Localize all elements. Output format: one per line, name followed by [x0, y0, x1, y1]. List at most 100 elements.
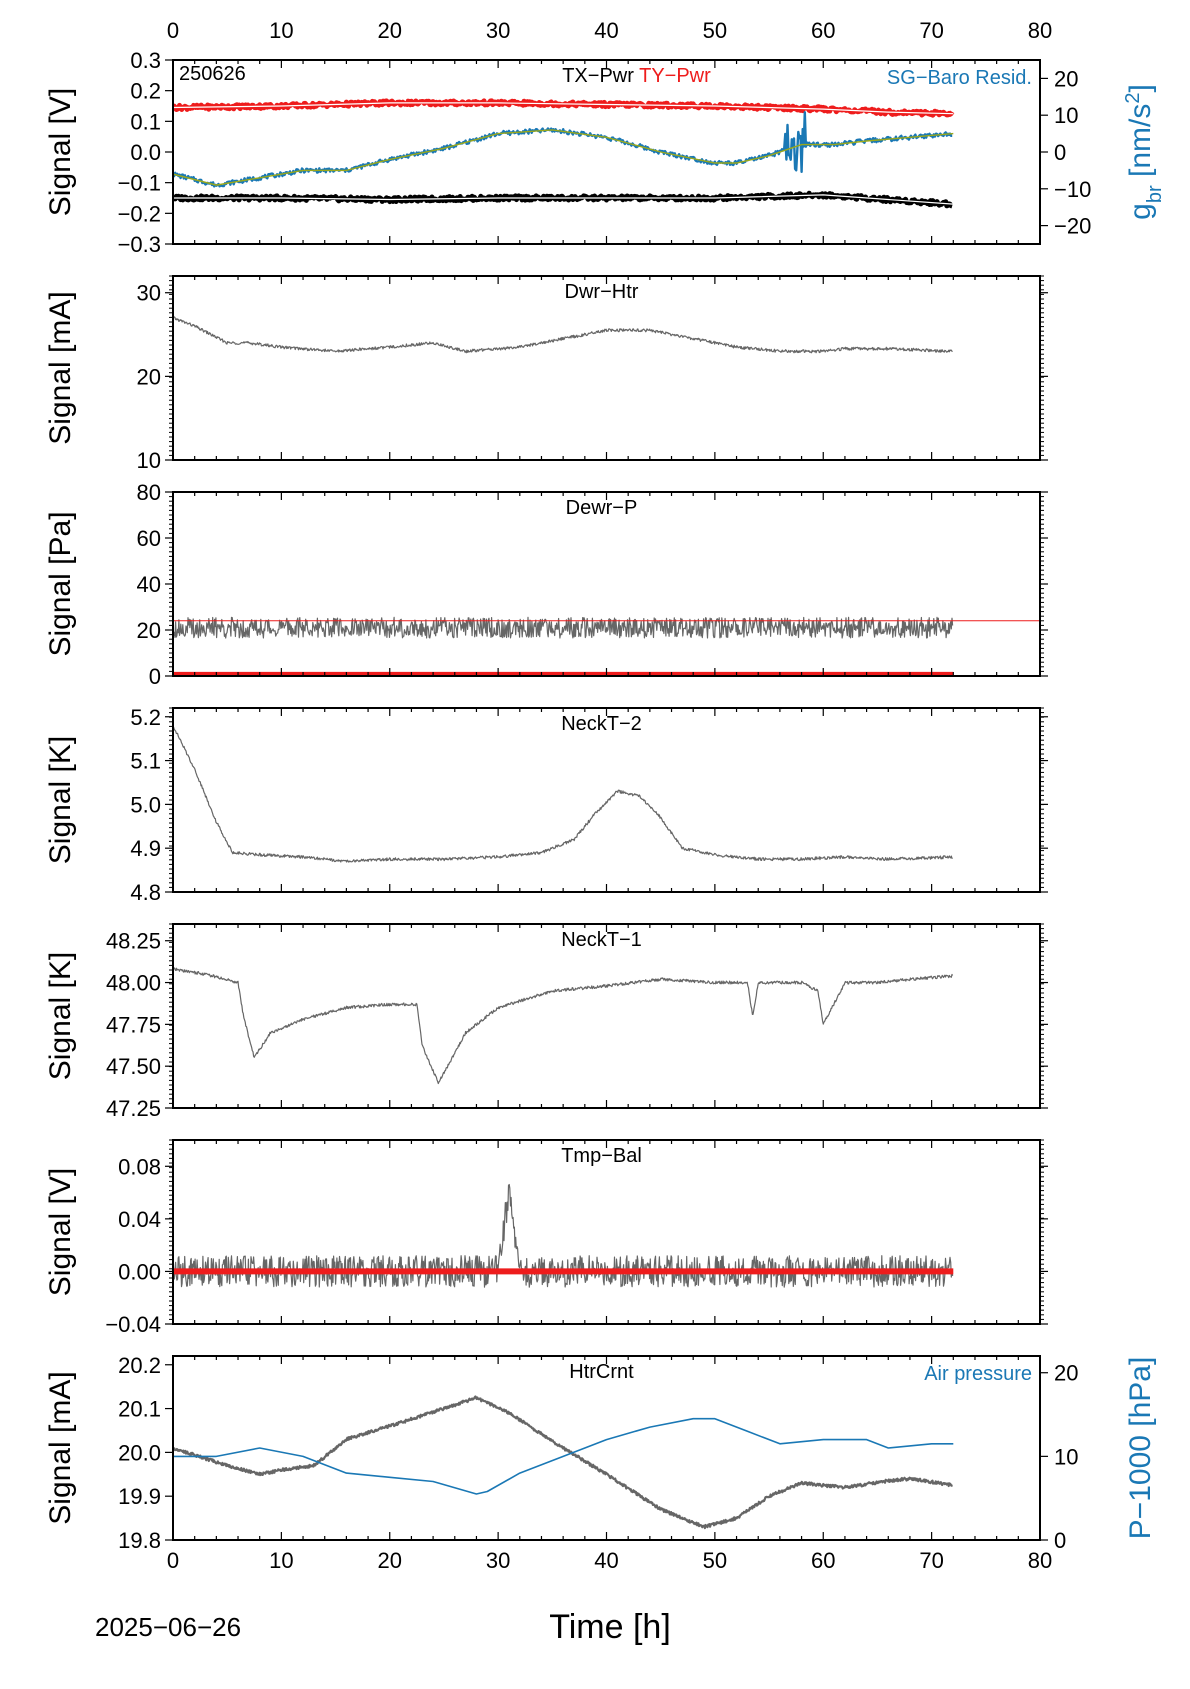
y-tick-label: 60: [137, 526, 161, 551]
y-tick-label: 48.00: [106, 971, 161, 996]
panel-7-frame: [172, 1355, 1041, 1541]
y-tick-label: 0.08: [118, 1154, 161, 1179]
y-tick-label: 19.8: [118, 1528, 161, 1553]
y-tick-label: 4.9: [130, 836, 161, 861]
panel-3-frame: [172, 491, 1041, 677]
y-axis-label: Signal [V]: [44, 1168, 77, 1296]
right-y-tick-label: 10: [1054, 103, 1078, 128]
panel-7-plot-area: [173, 1395, 954, 1530]
y-tick-label: 47.25: [106, 1096, 161, 1121]
panel-right-title: SG−Baro Resid.: [887, 67, 1032, 89]
y-tick-label: −0.1: [118, 171, 161, 196]
panel-1-plot-area: [173, 98, 955, 209]
series-line: [173, 1395, 954, 1530]
panel-6-plot-area: [173, 1183, 954, 1288]
y-tick-label: 5.1: [130, 749, 161, 774]
series-trend-line: [173, 129, 954, 186]
label-part: 2: [1122, 93, 1144, 104]
y-tick-label: 0.0: [130, 140, 161, 165]
y-tick-label: −0.04: [105, 1312, 161, 1337]
series-line: [173, 616, 954, 639]
y-tick-label: 5.0: [130, 792, 161, 817]
panel-title-part: TY−Pwr: [634, 65, 711, 87]
label-part: g: [1124, 203, 1157, 220]
label-part: br: [1144, 185, 1166, 203]
panel-5-frame: [172, 923, 1041, 1109]
panel-title: Dewr−P: [566, 497, 638, 519]
panel-title: TX−Pwr TY−Pwr: [562, 65, 711, 87]
y-tick-label: 80: [137, 480, 161, 505]
top-x-tick-label: 70: [919, 18, 943, 43]
y-tick-label: 40: [137, 572, 161, 597]
top-x-tick-label: 20: [378, 18, 402, 43]
y-tick-label: 4.8: [130, 880, 161, 905]
series-line: [173, 725, 953, 863]
x-tick-label: 40: [594, 1548, 618, 1573]
y-tick-label: 20.1: [118, 1397, 161, 1422]
panel-title: HtrCrnt: [569, 1361, 634, 1383]
label-part: [nm/s: [1124, 104, 1157, 186]
x-tick-label: 70: [919, 1548, 943, 1573]
y-tick-label: 19.9: [118, 1484, 161, 1509]
series-trend-line: [173, 194, 954, 205]
y-tick-label: 20.2: [118, 1353, 161, 1378]
top-x-tick-label: 50: [703, 18, 727, 43]
panel-5-plot-area: [173, 967, 954, 1085]
series-trend-line: [173, 102, 954, 115]
y-tick-label: 47.50: [106, 1054, 161, 1079]
panel-title-part: TX−Pwr: [562, 65, 634, 87]
y-tick-label: 30: [137, 281, 161, 306]
x-tick-label: 30: [486, 1548, 510, 1573]
top-x-tick-label: 30: [486, 18, 510, 43]
series-line: [173, 1417, 954, 1495]
y-tick-label: 20: [137, 364, 161, 389]
top-x-tick-label: 10: [269, 18, 293, 43]
panel-right-title: Air pressure: [924, 1363, 1032, 1385]
y-axis-label: Signal [mA]: [44, 291, 77, 444]
y-axis-label: Signal [V]: [44, 88, 77, 216]
panel-2-plot-area: [173, 316, 953, 354]
x-tick-label: 10: [269, 1548, 293, 1573]
top-x-tick-label: 40: [594, 18, 618, 43]
panel-title: NeckT−1: [561, 929, 642, 951]
top-x-tick-label: 80: [1028, 18, 1052, 43]
top-x-tick-label: 60: [811, 18, 835, 43]
panel-title: NeckT−2: [561, 713, 642, 735]
y-tick-label: 5.2: [130, 705, 161, 730]
y-tick-label: 48.25: [106, 929, 161, 954]
right-y-tick-label: −10: [1054, 177, 1091, 202]
right-y-tick-label: 0: [1054, 140, 1066, 165]
y-tick-label: 0.2: [130, 79, 161, 104]
y-tick-label: 10: [137, 448, 161, 473]
right-y-tick-label: 20: [1054, 66, 1078, 91]
y-axis-label: Signal [Pa]: [44, 511, 77, 656]
y-tick-label: 20.0: [118, 1440, 161, 1465]
series-line: [173, 967, 954, 1085]
y-tick-label: −0.2: [118, 201, 161, 226]
right-y-axis-label: gbr [nm/s2]: [1122, 84, 1166, 220]
panel-title: Dwr−Htr: [565, 281, 639, 303]
x-tick-label: 0: [167, 1548, 179, 1573]
panel-3-plot-area: [173, 616, 1040, 676]
panel-6-frame: [172, 1139, 1041, 1325]
series-line: [173, 190, 954, 209]
x-tick-label: 80: [1028, 1548, 1052, 1573]
panel-4-frame: [172, 707, 1041, 893]
x-tick-label: 60: [811, 1548, 835, 1573]
y-tick-label: 0.00: [118, 1259, 161, 1284]
date-label: 2025−06−26: [95, 1612, 242, 1642]
x-tick-label: 20: [378, 1548, 402, 1573]
top-x-tick-label: 0: [167, 18, 179, 43]
x-axis-label: Time [h]: [549, 1608, 671, 1646]
series-line: [173, 316, 953, 354]
y-tick-label: −0.3: [118, 232, 161, 257]
y-axis-label: Signal [mA]: [44, 1371, 77, 1524]
y-tick-label: 20: [137, 618, 161, 643]
right-y-tick-label: 0: [1054, 1528, 1066, 1553]
panel-title: Tmp−Bal: [561, 1145, 642, 1167]
panel-2-frame: [172, 275, 1041, 461]
right-y-axis-label: P−1000 [hPa]: [1124, 1357, 1157, 1540]
x-tick-label: 50: [703, 1548, 727, 1573]
